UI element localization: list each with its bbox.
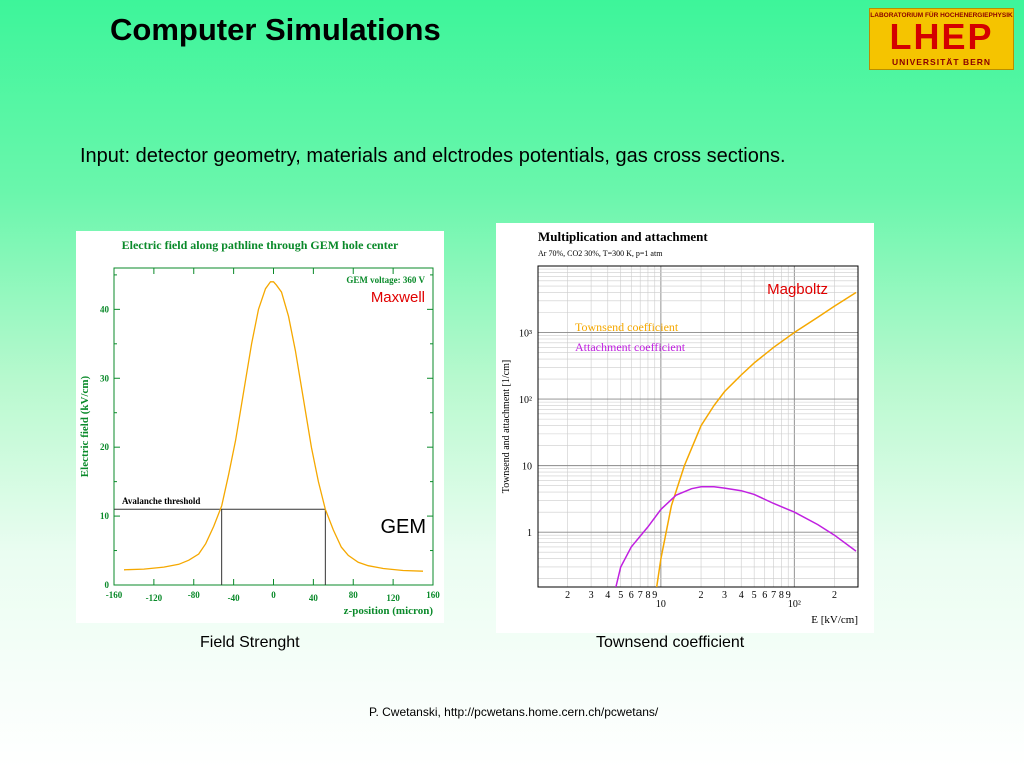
logo-bottom-text: UNIVERSITÄT BERN [891, 57, 992, 67]
y-tick-label: 10² [519, 395, 532, 406]
lhep-logo: LABORATORIUM FÜR HOCHENERGIEPHYSIK LHEP … [869, 8, 1014, 70]
x-tick-label: 4 [605, 590, 610, 601]
x-tick-label: 2 [565, 590, 570, 601]
electric-field-chart: Electric field along pathline through GE… [79, 238, 440, 617]
x-axis-label: z-position (micron) [344, 605, 434, 617]
townsend-chart: Multiplication and attachment Ar 70%, CO2… [501, 229, 859, 626]
maxwell-label: Maxwell [371, 289, 425, 306]
x-tick-label: -40 [228, 593, 240, 603]
y-axis-label: Townsend and attachment [1/cm] [501, 360, 512, 493]
attachment-curve [615, 486, 857, 588]
y-tick-label: 10³ [519, 329, 532, 340]
chart-title: Electric field along pathline through GE… [122, 238, 399, 252]
x-tick-label: 6 [629, 590, 634, 601]
x-tick-label: 6 [762, 590, 767, 601]
x-tick-label: 7 [638, 590, 643, 601]
x-tick-label: -80 [188, 590, 200, 600]
threshold-label: Avalanche threshold [122, 496, 200, 506]
townsend-chart-panel: Multiplication and attachment Ar 70%, CO2… [496, 223, 874, 633]
y-tick-label: 10 [100, 511, 110, 521]
plot-frame [537, 265, 859, 588]
x-tick-label: 2 [832, 590, 837, 601]
x-tick-label: 8 [779, 590, 784, 601]
chart-title: Multiplication and attachment [538, 229, 708, 244]
x-tick-label: -120 [146, 593, 163, 603]
x-tick-label: 10² [788, 599, 801, 610]
voltage-annotation: GEM voltage: 360 V [346, 275, 425, 285]
x-tick-label: 4 [739, 590, 744, 601]
logo-main-text: LHEP [889, 16, 994, 57]
x-tick-label: 5 [752, 590, 757, 601]
x-tick-label: 9 [786, 590, 791, 601]
y-tick-label: 10 [522, 462, 532, 473]
input-description: Input: detector geometry, materials and … [80, 145, 786, 167]
chart-subtitle: Ar 70%, CO2 30%, T=300 K, p=1 atm [538, 249, 663, 258]
x-tick-label: 120 [386, 593, 400, 603]
x-tick-label: 8 [645, 590, 650, 601]
x-tick-label: 5 [618, 590, 623, 601]
x-axis-label: E [kV/cm] [811, 614, 858, 626]
y-tick-label: 1 [527, 528, 532, 539]
y-tick-label: 40 [100, 304, 110, 314]
electric-field-curve [123, 281, 424, 572]
y-tick-label: 0 [105, 580, 110, 590]
caption-townsend: Townsend coefficient [596, 634, 745, 651]
x-tick-label: 3 [722, 590, 727, 601]
magboltz-label: Magboltz [767, 281, 828, 298]
logo-top-text: LABORATORIUM FÜR HOCHENERGIEPHYSIK [870, 12, 1013, 19]
x-tick-label: -160 [106, 590, 123, 600]
x-tick-label: 9 [652, 590, 657, 601]
caption-field-strength: Field Strenght [200, 634, 300, 651]
x-tick-label: 7 [771, 590, 776, 601]
y-tick-label: 30 [100, 373, 110, 383]
x-tick-label: 10 [656, 599, 666, 610]
y-tick-label: 20 [100, 442, 110, 452]
credit-text: P. Cwetanski, http://pcwetans.home.cern.… [369, 705, 659, 719]
x-tick-label: 2 [699, 590, 704, 601]
townsend-curve [655, 291, 857, 588]
x-tick-label: 40 [309, 593, 319, 603]
electric-field-chart-panel: Electric field along pathline through GE… [76, 231, 444, 623]
x-tick-label: 80 [349, 590, 359, 600]
x-tick-label: 160 [426, 590, 440, 600]
gem-label: GEM [380, 516, 426, 538]
legend-townsend: Townsend coefficient [575, 320, 679, 334]
slide-title: Computer Simulations [110, 12, 441, 47]
y-axis-label: Electric field (kV/cm) [79, 375, 91, 477]
x-tick-label: 3 [589, 590, 594, 601]
legend-attachment: Attachment coefficient [575, 340, 686, 354]
x-tick-label: 0 [271, 590, 276, 600]
